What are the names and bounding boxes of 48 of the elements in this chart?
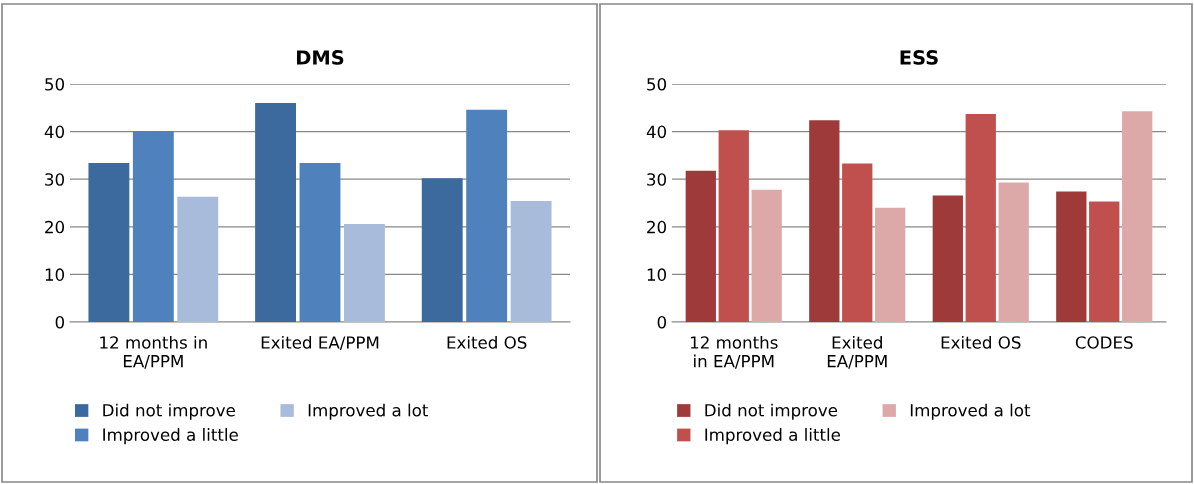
- y-tick-label: 30: [647, 173, 667, 186]
- bar: [177, 196, 219, 322]
- x-tick-label: 12 months in EA/PPM: [690, 335, 778, 369]
- y-tick-label: 40: [646, 125, 667, 139]
- y-tick-label: 10: [45, 268, 65, 281]
- bar: [1122, 111, 1153, 322]
- bar: [255, 103, 296, 322]
- y-tick-label: 20: [647, 220, 667, 234]
- y-tick-label: 30: [45, 173, 65, 186]
- bar: [88, 163, 130, 322]
- y-tick-label: 0: [55, 315, 65, 329]
- bar: [842, 163, 873, 322]
- x-tick-label: Exited OS: [447, 335, 527, 349]
- bar: [466, 109, 508, 322]
- y-tick-label: 50: [45, 77, 65, 91]
- y-tick-label: 20: [45, 220, 65, 234]
- x-tick-label: 12 months in EA/PPM: [100, 335, 207, 369]
- legend-label: Improved a little: [705, 428, 841, 445]
- bar: [344, 223, 385, 322]
- bar: [809, 120, 840, 322]
- legend-label: Did not improve: [103, 403, 235, 420]
- y-tick-label: 50: [647, 77, 667, 91]
- bar: [965, 113, 996, 322]
- x-tick-label: CODES: [1075, 336, 1133, 349]
- bar: [510, 201, 552, 322]
- chart-title: ESS: [900, 50, 938, 65]
- bar: [1089, 201, 1120, 322]
- bar: [998, 182, 1029, 322]
- legend-label: Improved a lot: [910, 403, 1031, 420]
- legend-label: Improved a little: [103, 428, 238, 445]
- x-tick-label: Exited OS: [941, 335, 1021, 349]
- legend-label: Improved a lot: [308, 403, 428, 420]
- x-tick-label: Exited EA/PPM: [261, 335, 379, 351]
- bar: [132, 131, 174, 322]
- bar: [685, 170, 716, 322]
- bar: [299, 163, 341, 322]
- y-tick-label: 40: [44, 125, 65, 139]
- y-tick-label: 10: [647, 268, 667, 281]
- chart-title: DMS: [297, 50, 344, 65]
- bar: [1056, 191, 1087, 322]
- legend-label: Did not improve: [705, 403, 838, 420]
- bar: [875, 207, 906, 322]
- bar: [751, 189, 782, 322]
- x-tick-label: Exited EA/PPM: [827, 335, 887, 369]
- bar: [718, 130, 749, 322]
- y-tick-label: 0: [657, 315, 667, 329]
- bar: [421, 178, 463, 322]
- bar: [932, 195, 963, 322]
